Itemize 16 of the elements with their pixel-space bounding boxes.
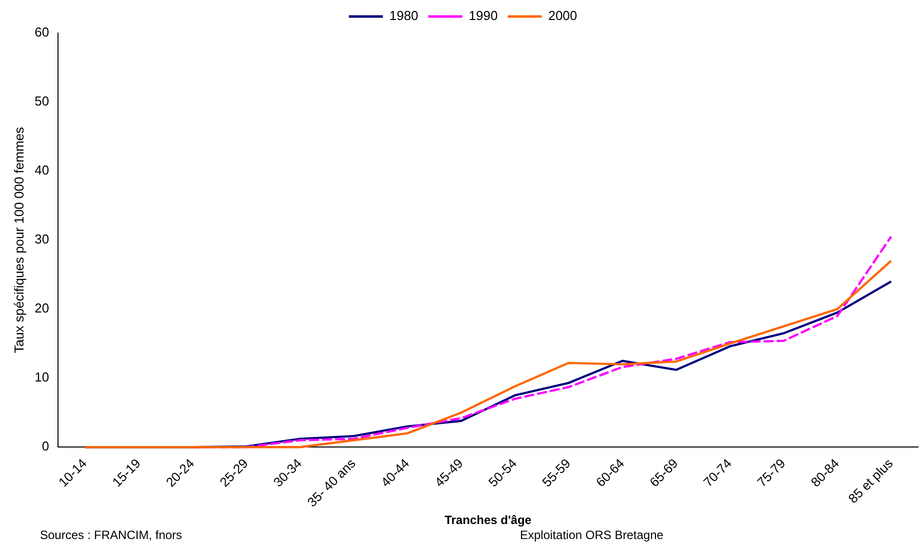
x-tick-label: 35- 40 ans [304, 455, 359, 510]
y-tick-label: 0 [42, 438, 50, 454]
y-tick-label: 20 [34, 300, 50, 316]
y-tick-label: 40 [34, 162, 50, 178]
x-tick-label: 85 et plus [845, 455, 896, 506]
y-tick-label: 60 [34, 24, 50, 40]
text: Exploitation ORS Bretagne [520, 528, 664, 542]
legend-label: 2000 [548, 8, 578, 24]
y-tick-label: 50 [34, 94, 50, 109]
y-axis-title: Taux spécifiques pour 100 000 femmes [11, 126, 26, 354]
legend-label: 1980 [389, 8, 418, 24]
x-axis-title: Tranches d'âge [444, 513, 532, 528]
y-tick-label: 10 [34, 370, 50, 385]
legend-label: 1990 [468, 8, 498, 24]
source-note: Sources : FRANCIM, fnors [40, 528, 182, 542]
y-tick-label: 30 [34, 232, 50, 247]
